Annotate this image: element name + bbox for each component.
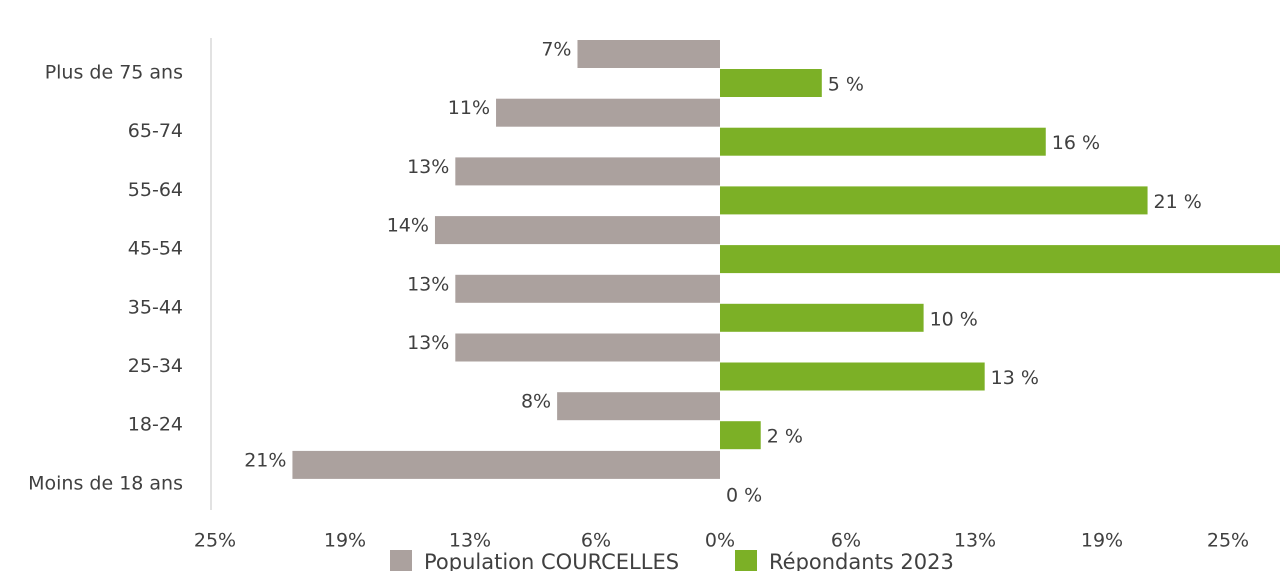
- data-label-population: 21%: [244, 449, 286, 471]
- category-label: Moins de 18 ans: [28, 472, 183, 494]
- data-label-repondants: 2 %: [767, 426, 803, 448]
- bar-repondants: [720, 245, 1280, 274]
- x-tick-label: 25%: [1207, 530, 1249, 552]
- x-tick-label: 6%: [831, 530, 861, 552]
- bar-population: [557, 392, 720, 421]
- x-tick-label: 19%: [324, 530, 366, 552]
- x-tick-label: 13%: [449, 530, 491, 552]
- bars-layer: [292, 40, 1280, 479]
- legend-swatch-population: [390, 550, 412, 571]
- data-label-repondants: 16 %: [1052, 132, 1100, 154]
- category-label: 45-54: [128, 238, 183, 260]
- data-label-population: 11%: [448, 97, 490, 119]
- bar-population: [455, 333, 720, 362]
- legend-label-population: Population COURCELLES: [424, 550, 679, 571]
- x-tick-label: 19%: [1081, 530, 1123, 552]
- x-tick-labels: 25% 19% 13% 6% 0% 6% 13% 19% 25%: [194, 530, 1249, 552]
- legend-swatch-repondants: [735, 550, 757, 571]
- x-tick-label: 6%: [581, 530, 611, 552]
- bar-repondants: [720, 362, 985, 391]
- category-label: 18-24: [128, 414, 183, 436]
- bar-repondants: [720, 303, 924, 332]
- category-label: 25-34: [128, 355, 183, 377]
- data-label-repondants: 0 %: [726, 484, 762, 506]
- category-label: 65-74: [128, 120, 183, 142]
- bar-population: [577, 40, 720, 68]
- bar-population: [455, 274, 720, 303]
- category-label: Plus de 75 ans: [45, 62, 183, 84]
- data-label-population: 13%: [407, 156, 449, 178]
- category-label: 55-64: [128, 179, 183, 201]
- legend-label-repondants: Répondants 2023: [769, 550, 954, 571]
- data-label-repondants: 13 %: [991, 367, 1039, 389]
- bar-population: [496, 98, 720, 127]
- x-tick-label: 0%: [705, 530, 735, 552]
- bar-repondants: [720, 186, 1148, 215]
- bar-repondants: [720, 69, 822, 97]
- data-label-population: 7%: [541, 39, 571, 61]
- bar-repondants: [720, 421, 761, 450]
- bar-repondants: [720, 127, 1046, 156]
- bar-population: [455, 157, 720, 186]
- data-label-population: 13%: [407, 332, 449, 354]
- legend: Population COURCELLES Répondants 2023: [390, 550, 954, 571]
- data-label-repondants: 10 %: [930, 308, 978, 330]
- data-label-population: 13%: [407, 273, 449, 295]
- data-label-population: 8%: [521, 391, 551, 413]
- bar-population: [292, 450, 720, 479]
- x-tick-label: 13%: [954, 530, 996, 552]
- bar-population: [434, 216, 720, 245]
- labels-layer: Plus de 75 ans 7% 5 % 65-74 11% 16 % 55-64 13% 2…: [28, 39, 1202, 507]
- x-tick-label: 25%: [194, 530, 236, 552]
- category-label: 35-44: [128, 296, 183, 318]
- data-label-population: 14%: [387, 215, 429, 237]
- data-label-repondants: 5 %: [828, 74, 864, 96]
- data-label-repondants: 21 %: [1154, 191, 1202, 213]
